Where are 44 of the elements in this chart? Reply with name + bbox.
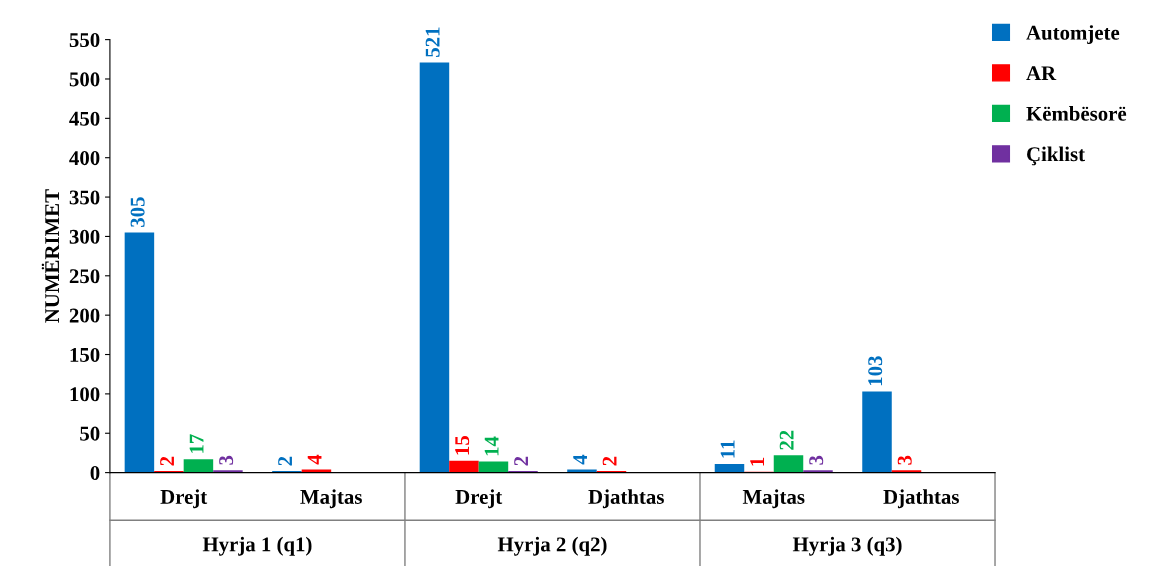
data-label: 3 — [809, 455, 824, 465]
data-label: 2 — [602, 456, 617, 466]
y-tick-label: 0 — [90, 465, 100, 481]
data-label: 17 — [189, 434, 204, 453]
data-label: 4 — [573, 454, 587, 465]
data-label: 2 — [514, 456, 528, 466]
x-tick-label: Majtas — [300, 489, 362, 509]
x-tick-label: Drejt — [455, 489, 503, 509]
legend-label: Çiklist — [1027, 146, 1085, 166]
y-tick-label: 350 — [69, 190, 100, 205]
x-tick-label: Drejt — [160, 489, 208, 509]
y-tick-label: 200 — [69, 308, 100, 323]
legend-label: Këmbësorë — [1026, 106, 1127, 121]
data-label: 4 — [307, 454, 322, 465]
text: Hyrja 3 (q3) — [792, 536, 902, 556]
data-label: 2 — [160, 456, 174, 466]
y-tick-label: 500 — [69, 72, 100, 87]
data-label: 14 — [484, 436, 499, 456]
data-label: 2 — [278, 456, 292, 466]
y-axis-title: NUMËRIMET — [41, 189, 60, 323]
data-label: 1 — [750, 457, 764, 466]
data-label: 305 — [130, 197, 145, 227]
y-tick-label: 400 — [69, 151, 100, 166]
data-label: 3 — [219, 455, 234, 465]
data-label: 11 — [720, 440, 735, 458]
legend-label: Automjete — [1026, 25, 1120, 45]
y-tick-label: 550 — [69, 32, 100, 48]
x-tick-label: Majtas — [742, 489, 805, 509]
data-label: 103 — [868, 356, 883, 386]
x-tick-label: Djathtas — [588, 489, 664, 509]
data-label: 22 — [779, 430, 794, 450]
x-tick-label: Djathtas — [883, 489, 959, 509]
y-tick-label: 50 — [80, 426, 100, 441]
text: Hyrja 2 (q2) — [497, 536, 607, 556]
legend-label: AR — [1026, 66, 1057, 81]
y-tick-label: 250 — [69, 269, 100, 284]
y-tick-label: 450 — [69, 111, 100, 126]
y-tick-label: 100 — [70, 387, 100, 402]
y-tick-label: 300 — [69, 229, 100, 244]
y-tick-label: 150 — [70, 347, 100, 362]
data-label: 521 — [425, 27, 440, 57]
data-label: 15 — [455, 436, 470, 455]
data-label: 3 — [897, 455, 912, 465]
text: Hyrja 1 (q1) — [202, 536, 312, 556]
